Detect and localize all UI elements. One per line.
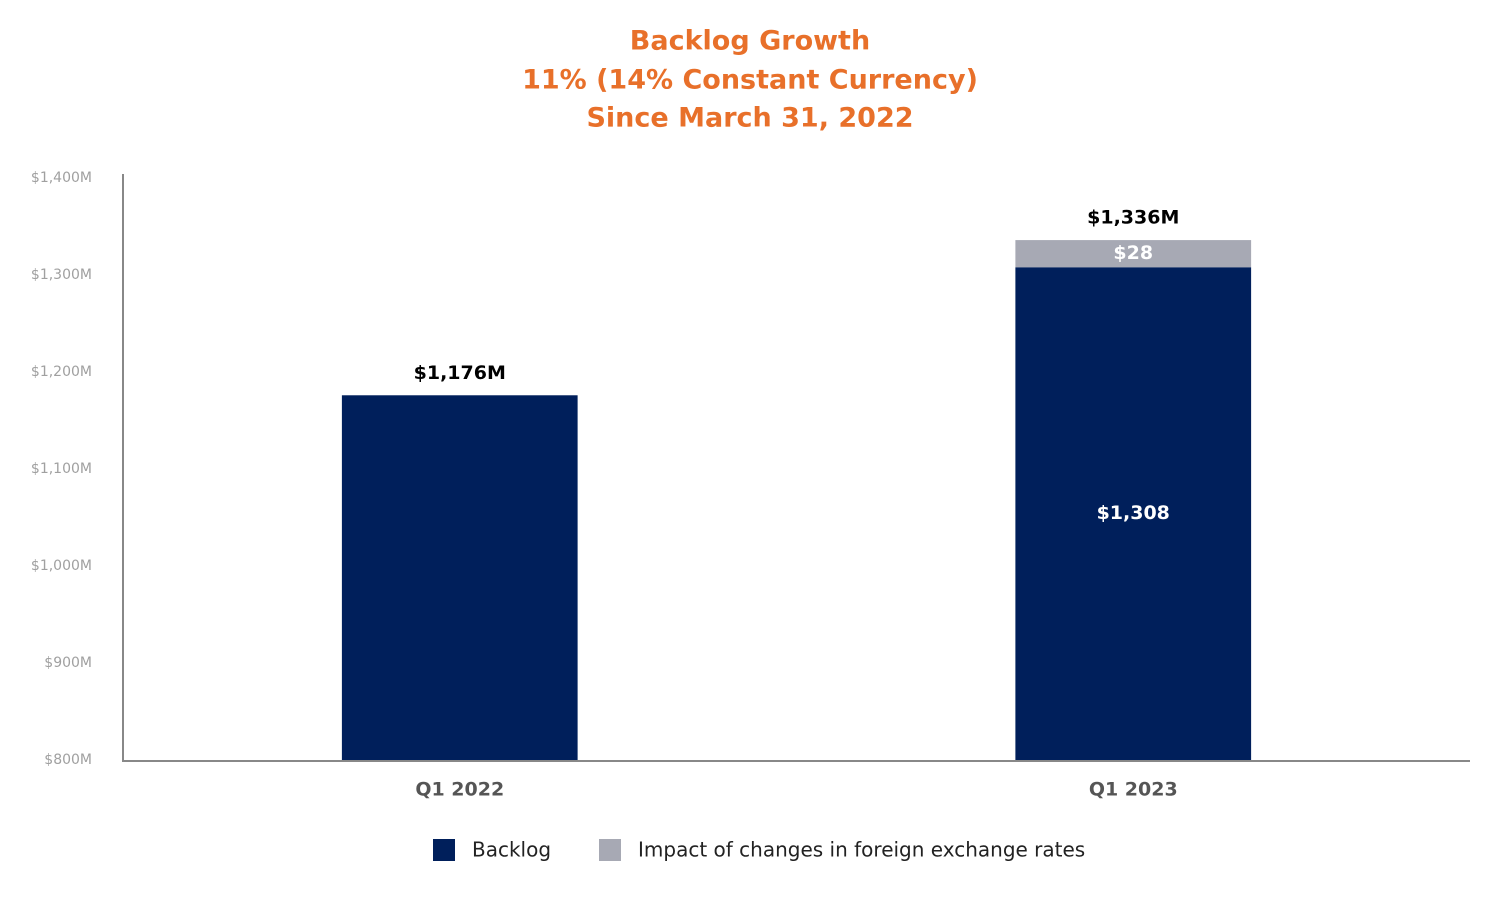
value-label: $28 [1113, 242, 1153, 264]
legend-label: Impact of changes in foreign exchange ra… [638, 838, 1085, 862]
bar-segment [341, 395, 578, 760]
legend-label: Backlog [472, 838, 551, 862]
total-label: $1,336M [1087, 207, 1179, 229]
x-tick-label: Q1 2022 [415, 779, 504, 801]
chart-subtitle: Since March 31, 2022 [586, 103, 913, 134]
y-tick-label: $1,300M [31, 267, 92, 283]
y-tick-label: $1,100M [31, 461, 92, 477]
y-tick-label: $1,400M [31, 170, 92, 186]
bar-segment [1015, 240, 1252, 268]
chart-title: Backlog Growth [630, 26, 870, 57]
legend-swatch [599, 839, 621, 861]
y-tick-label: $800M [44, 752, 92, 768]
legend-swatch [433, 839, 455, 861]
y-tick-label: $1,200M [31, 364, 92, 380]
x-tick-label: Q1 2023 [1089, 779, 1178, 801]
bar-segment [1015, 267, 1252, 760]
chart-subtitle: 11% (14% Constant Currency) [522, 65, 978, 96]
y-tick-label: $900M [44, 655, 92, 671]
y-tick-label: $1,000M [31, 558, 92, 574]
total-label: $1,176M [414, 362, 506, 384]
value-label: $1,308 [1097, 502, 1170, 524]
